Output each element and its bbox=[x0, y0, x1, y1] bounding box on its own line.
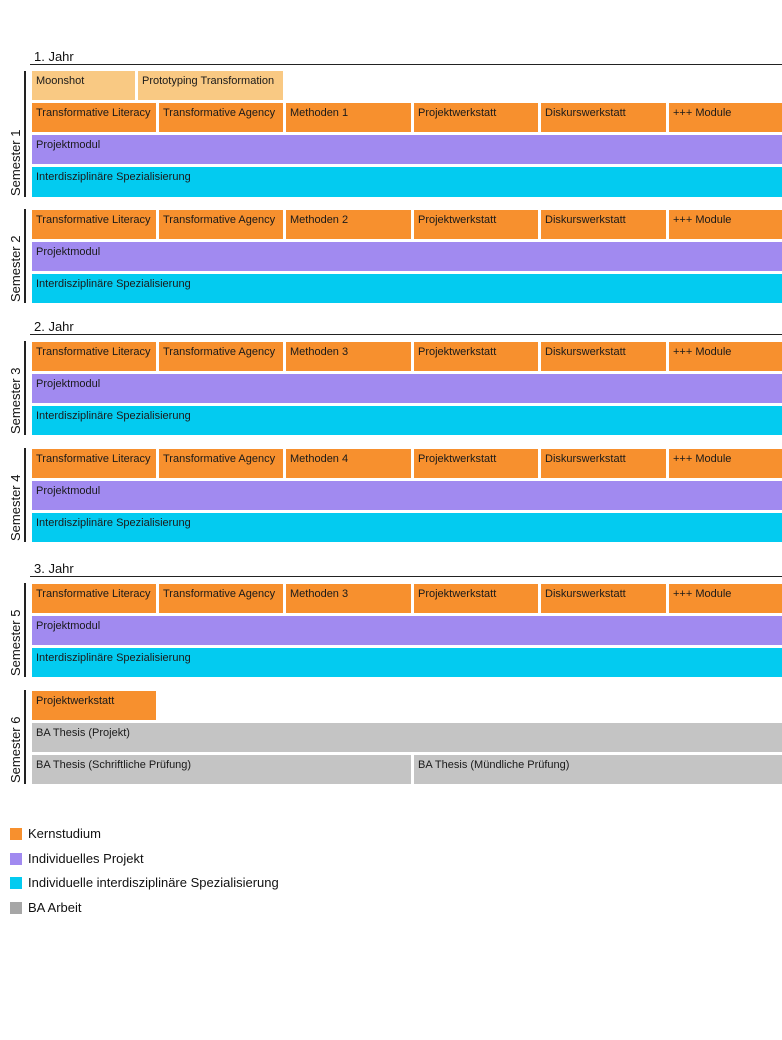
spezialisierung-block: Interdisziplinäre Spezialisierung bbox=[32, 406, 782, 435]
diskurswerkstatt-block: Diskurswerkstatt bbox=[541, 103, 666, 132]
legend-label-ba-arbeit: BA Arbeit bbox=[28, 900, 82, 915]
projektmodul-block: Projektmodul bbox=[32, 242, 782, 271]
projektwerkstatt-block: Projektwerkstatt bbox=[414, 342, 538, 371]
ba-thesis-muendlich-block: BA Thesis (Mündliche Prüfung) bbox=[414, 755, 782, 784]
module-block: +++ Module bbox=[669, 210, 782, 239]
year-2-title: 2. Jahr bbox=[34, 319, 74, 334]
year-3-rule bbox=[30, 576, 782, 577]
legend-label-kernstudium: Kernstudium bbox=[28, 826, 101, 841]
legend-swatch-spezialisierung bbox=[10, 877, 22, 889]
year-3-title: 3. Jahr bbox=[34, 561, 74, 576]
projektmodul-block: Projektmodul bbox=[32, 616, 782, 645]
projektmodul-block: Projektmodul bbox=[32, 481, 782, 510]
semester-2-bracket bbox=[24, 209, 26, 303]
methoden-block: Methoden 2 bbox=[286, 210, 411, 239]
module-block: +++ Module bbox=[669, 103, 782, 132]
semester-1-bracket bbox=[24, 71, 26, 197]
semester-6-label: Semester 6 bbox=[8, 716, 23, 783]
projektwerkstatt-block: Projektwerkstatt bbox=[414, 449, 538, 478]
semester-1-label: Semester 1 bbox=[8, 129, 23, 196]
year-1-title: 1. Jahr bbox=[34, 49, 74, 64]
semester-3-bracket bbox=[24, 341, 26, 435]
methoden-block: Methoden 3 bbox=[286, 342, 411, 371]
year-1-rule bbox=[30, 64, 782, 65]
legend-swatch-projekt bbox=[10, 853, 22, 865]
projektmodul-block: Projektmodul bbox=[32, 374, 782, 403]
literacy-block: Transformative Literacy bbox=[32, 449, 156, 478]
module-block: +++ Module bbox=[669, 342, 782, 371]
semester-4-label: Semester 4 bbox=[8, 474, 23, 541]
spezialisierung-block: Interdisziplinäre Spezialisierung bbox=[32, 274, 782, 303]
spezialisierung-block: Interdisziplinäre Spezialisierung bbox=[32, 513, 782, 542]
projektwerkstatt-block: Projektwerkstatt bbox=[32, 691, 156, 720]
module-block: +++ Module bbox=[669, 449, 782, 478]
year-2-rule bbox=[30, 334, 782, 335]
diskurswerkstatt-block: Diskurswerkstatt bbox=[541, 342, 666, 371]
agency-block: Transformative Agency bbox=[159, 103, 283, 132]
agency-block: Transformative Agency bbox=[159, 342, 283, 371]
methoden-block: Methoden 1 bbox=[286, 103, 411, 132]
semester-2-label: Semester 2 bbox=[8, 235, 23, 302]
projektwerkstatt-block: Projektwerkstatt bbox=[414, 210, 538, 239]
projektwerkstatt-block: Projektwerkstatt bbox=[414, 103, 538, 132]
legend-swatch-ba-arbeit bbox=[10, 902, 22, 914]
legend-label-spezialisierung: Individuelle interdisziplinäre Spezialis… bbox=[28, 875, 279, 890]
ba-thesis-projekt-block: BA Thesis (Projekt) bbox=[32, 723, 782, 752]
semester-5-label: Semester 5 bbox=[8, 609, 23, 676]
methoden-block: Methoden 4 bbox=[286, 449, 411, 478]
prototyping-block: Prototyping Transformation bbox=[138, 71, 283, 100]
module-block: +++ Module bbox=[669, 584, 782, 613]
diskurswerkstatt-block: Diskurswerkstatt bbox=[541, 449, 666, 478]
semester-6-bracket bbox=[24, 690, 26, 784]
spezialisierung-block: Interdisziplinäre Spezialisierung bbox=[32, 648, 782, 677]
projektmodul-block: Projektmodul bbox=[32, 135, 782, 164]
methoden-block: Methoden 3 bbox=[286, 584, 411, 613]
literacy-block: Transformative Literacy bbox=[32, 342, 156, 371]
agency-block: Transformative Agency bbox=[159, 584, 283, 613]
diskurswerkstatt-block: Diskurswerkstatt bbox=[541, 584, 666, 613]
semester-3-label: Semester 3 bbox=[8, 367, 23, 434]
projektwerkstatt-block: Projektwerkstatt bbox=[414, 584, 538, 613]
agency-block: Transformative Agency bbox=[159, 449, 283, 478]
literacy-block: Transformative Literacy bbox=[32, 103, 156, 132]
diskurswerkstatt-block: Diskurswerkstatt bbox=[541, 210, 666, 239]
semester-4-bracket bbox=[24, 448, 26, 542]
ba-thesis-schriftlich-block: BA Thesis (Schriftliche Prüfung) bbox=[32, 755, 411, 784]
literacy-block: Transformative Literacy bbox=[32, 584, 156, 613]
moonshot-block: Moonshot bbox=[32, 71, 135, 100]
legend-label-projekt: Individuelles Projekt bbox=[28, 851, 144, 866]
legend-swatch-kernstudium bbox=[10, 828, 22, 840]
spezialisierung-block: Interdisziplinäre Spezialisierung bbox=[32, 167, 782, 197]
literacy-block: Transformative Literacy bbox=[32, 210, 156, 239]
agency-block: Transformative Agency bbox=[159, 210, 283, 239]
semester-5-bracket bbox=[24, 583, 26, 677]
